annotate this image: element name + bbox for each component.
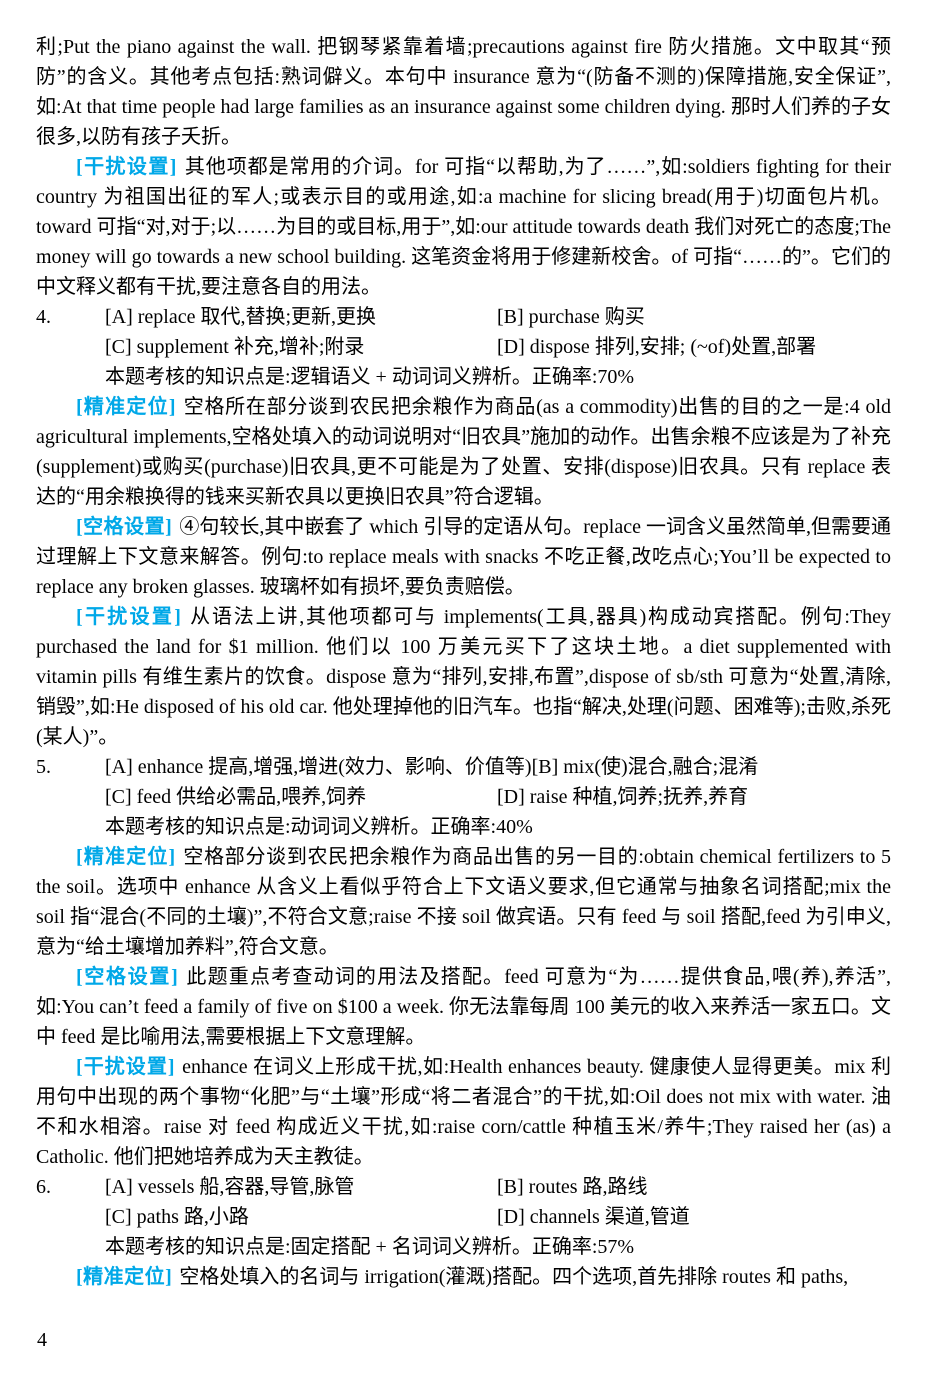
option-row: 6. [A] vessels 船,容器,导管,脉管 [B] routes 路,路… (36, 1172, 891, 1202)
question-4-block: 4. [A] replace 取代,替换;更新,更换 [B] purchase … (36, 302, 891, 752)
option-b: [B] mix(使)混合,融合;混淆 (531, 756, 759, 778)
page-number: 4 (37, 1329, 47, 1351)
question-number: 6. (36, 1176, 51, 1198)
distractor-text: 其他项都是常用的介词。for 可指“以帮助,为了……”,如:soldiers f… (36, 156, 891, 298)
section-label: [精准定位] (76, 846, 176, 868)
section-label: [空格设置] (76, 516, 173, 538)
section-text: ④句较长,其中嵌套了 which 引导的定语从句。replace 一词含义虽然简… (36, 516, 891, 598)
section-label: [干扰设置] (76, 606, 182, 628)
analysis-paragraph: [空格设置] 此题重点考查动词的用法及搭配。feed 可意为“为……提供食品,喂(… (36, 962, 891, 1052)
intro-paragraph: 利;Put the piano against the wall. 把钢琴紧靠着… (36, 32, 891, 152)
section-text: 空格所在部分谈到农民把余粮作为商品(as a commodity)出售的目的之一… (36, 396, 891, 508)
section-label: [空格设置] (76, 966, 179, 988)
option-row: [C] supplement 补充,增补;附录 [D] dispose 排列,安… (105, 332, 891, 362)
option-c: [C] feed 供给必需品,喂养,饲养 (105, 786, 367, 808)
question-5-block: 5. [A] enhance 提高,增强,增进(效力、影响、价值等) [B] m… (36, 752, 891, 1172)
option-d: [D] raise 种植,饲养;抚养,养育 (497, 786, 749, 808)
section-text: 空格处填入的名词与 irrigation(灌溉)搭配。四个选项,首先排除 rou… (179, 1266, 849, 1288)
analysis-paragraph: [精准定位] 空格处填入的名词与 irrigation(灌溉)搭配。四个选项,首先… (36, 1262, 891, 1292)
option-d: [D] channels 渠道,管道 (497, 1206, 690, 1228)
option-b: [B] routes 路,路线 (497, 1176, 648, 1198)
option-d: [D] dispose 排列,安排; (~of)处置,部署 (497, 336, 817, 358)
section-text: 此题重点考查动词的用法及搭配。feed 可意为“为……提供食品,喂(养),养活”… (36, 966, 891, 1048)
knowledge-point: 本题考核的知识点是:逻辑语义 + 动词词义辨析。正确率:70% (105, 366, 635, 388)
section-label: [精准定位] (76, 1266, 173, 1288)
option-row: 4. [A] replace 取代,替换;更新,更换 [B] purchase … (36, 302, 891, 332)
section-text: 空格部分谈到农民把余粮作为商品出售的另一目的:obtain chemical f… (36, 846, 892, 958)
question-6-block: 6. [A] vessels 船,容器,导管,脉管 [B] routes 路,路… (36, 1172, 891, 1292)
knowledge-point: 本题考核的知识点是:固定搭配 + 名词词义辨析。正确率:57% (105, 1236, 635, 1258)
option-c: [C] supplement 补充,增补;附录 (105, 336, 365, 358)
question-number: 5. (36, 756, 51, 778)
intro-distractor-paragraph: [干扰设置] 其他项都是常用的介词。for 可指“以帮助,为了……”,如:sold… (36, 152, 891, 302)
analysis-paragraph: [干扰设置] enhance 在词义上形成干扰,如:Health enhances… (36, 1052, 891, 1172)
analysis-paragraph: [空格设置] ④句较长,其中嵌套了 which 引导的定语从句。replace 一… (36, 512, 891, 602)
option-b: [B] purchase 购买 (497, 306, 645, 328)
distractor-label: [干扰设置] (76, 156, 177, 178)
section-text: enhance 在词义上形成干扰,如:Health enhances beaut… (36, 1056, 891, 1168)
section-label: [精准定位] (76, 396, 176, 418)
analysis-paragraph: [干扰设置] 从语法上讲,其他项都可与 implements(工具,器具)构成动宾… (36, 602, 891, 752)
option-c: [C] paths 路,小路 (105, 1206, 249, 1228)
knowledge-point: 本题考核的知识点是:动词词义辨析。正确率:40% (105, 816, 533, 838)
option-row: [C] feed 供给必需品,喂养,饲养 [D] raise 种植,饲养;抚养,… (105, 782, 891, 812)
option-row: 5. [A] enhance 提高,增强,增进(效力、影响、价值等) [B] m… (36, 752, 891, 782)
question-number: 4. (36, 306, 51, 328)
option-a: [A] vessels 船,容器,导管,脉管 (105, 1176, 355, 1198)
section-text: 从语法上讲,其他项都可与 implements(工具,器具)构成动宾搭配。例句:… (36, 606, 891, 748)
option-row: [C] paths 路,小路 [D] channels 渠道,管道 (105, 1202, 891, 1232)
option-a: [A] enhance 提高,增强,增进(效力、影响、价值等) (105, 756, 532, 778)
intro-text: 利;Put the piano against the wall. 把钢琴紧靠着… (36, 36, 891, 148)
analysis-paragraph: [精准定位] 空格部分谈到农民把余粮作为商品出售的另一目的:obtain chem… (36, 842, 891, 962)
section-label: [干扰设置] (76, 1056, 176, 1078)
option-a: [A] replace 取代,替换;更新,更换 (105, 306, 377, 328)
analysis-paragraph: [精准定位] 空格所在部分谈到农民把余粮作为商品(as a commodity)出… (36, 392, 891, 512)
